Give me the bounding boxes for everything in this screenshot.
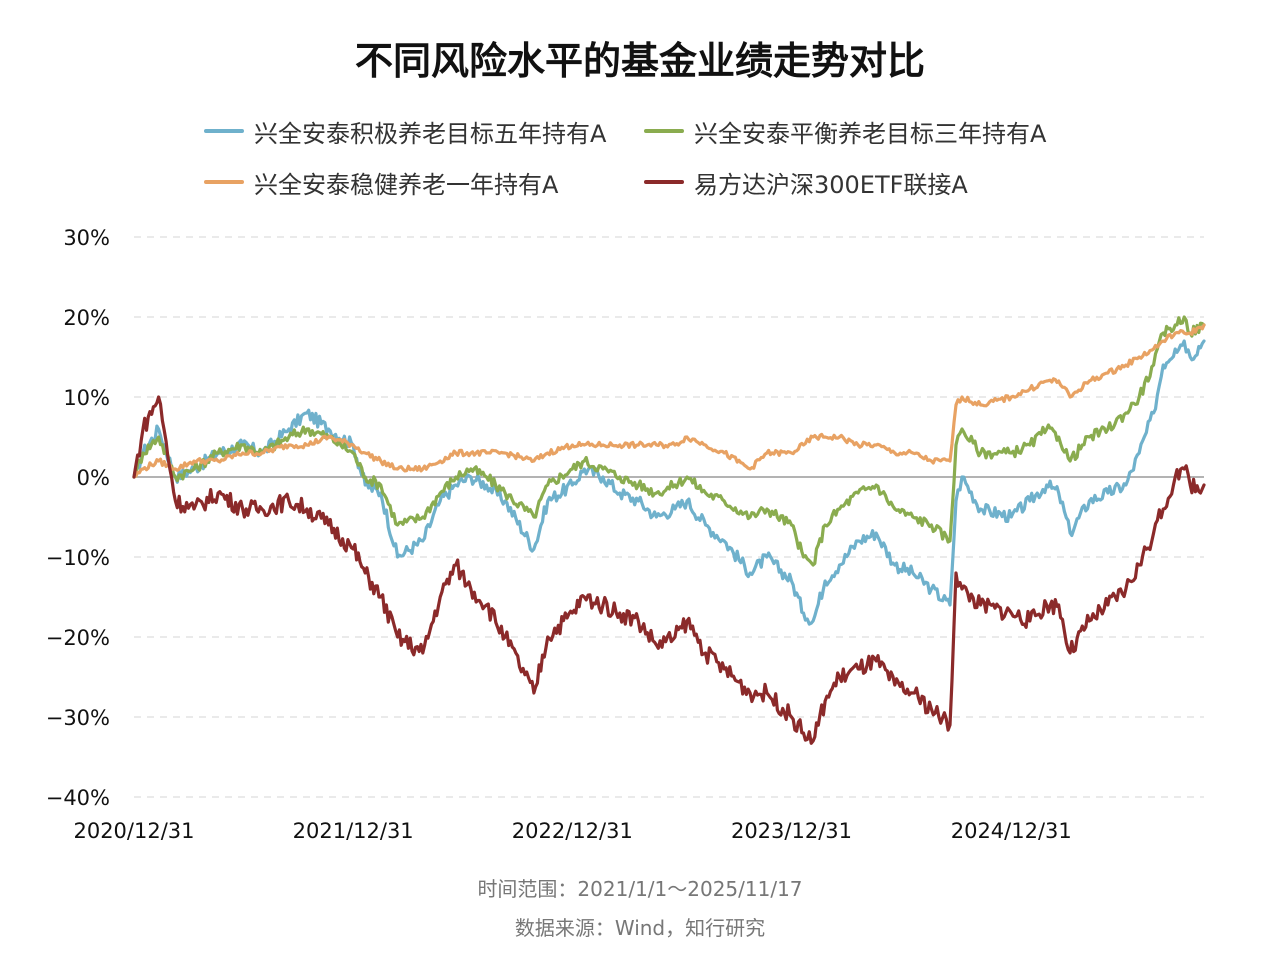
y-tick-label: −40% xyxy=(46,786,110,810)
legend-item-series-2: 兴全安泰平衡养老目标三年持有A xyxy=(644,116,1047,148)
series-line-1 xyxy=(132,339,1206,626)
legend-label-series-2: 兴全安泰平衡养老目标三年持有A xyxy=(694,119,1047,148)
legend-swatch-series-2 xyxy=(644,129,684,133)
y-tick-label: 30% xyxy=(63,226,110,250)
y-tick-label: 0% xyxy=(77,466,110,490)
legend-swatch-series-4 xyxy=(644,180,684,184)
y-tick-label: −30% xyxy=(46,706,110,730)
legend-swatch-series-3 xyxy=(204,180,244,184)
series-lines xyxy=(132,315,1206,745)
legend-label-series-1: 兴全安泰积极养老目标五年持有A xyxy=(254,119,607,148)
y-tick-label: −20% xyxy=(46,626,110,650)
series-line-4 xyxy=(132,395,1206,745)
chart-title: 不同风险水平的基金业绩走势对比 xyxy=(354,39,925,83)
series-line-3 xyxy=(132,323,1206,479)
x-tick-label: 2024/12/31 xyxy=(951,819,1072,843)
footer-time-range: 时间范围：2021/1/1～2025/11/17 xyxy=(477,877,803,901)
x-tick-label: 2022/12/31 xyxy=(512,819,633,843)
footer-data-source: 数据来源：Wind，知行研究 xyxy=(514,916,766,940)
legend-label-series-3: 兴全安泰稳健养老一年持有A xyxy=(254,170,559,199)
y-axis-tick-labels: 30% 20% 10% 0% −10% −20% −30% −40% xyxy=(46,226,110,810)
y-tick-label: −10% xyxy=(46,546,110,570)
x-tick-label: 2021/12/31 xyxy=(293,819,414,843)
legend-item-series-1: 兴全安泰积极养老目标五年持有A xyxy=(204,116,607,148)
series-line-2 xyxy=(132,315,1206,567)
y-tick-label: 10% xyxy=(63,386,110,410)
legend-label-series-4: 易方达沪深300ETF联接A xyxy=(694,170,968,199)
legend-swatch-series-1 xyxy=(204,129,244,133)
legend-item-series-4: 易方达沪深300ETF联接A xyxy=(644,167,968,199)
x-axis-tick-labels: 2020/12/31 2021/12/31 2022/12/31 2023/12/31… xyxy=(73,819,1071,843)
x-tick-label: 2020/12/31 xyxy=(73,819,194,843)
legend-item-series-3: 兴全安泰稳健养老一年持有A xyxy=(204,167,559,199)
y-tick-label: 20% xyxy=(63,306,110,330)
x-tick-label: 2023/12/31 xyxy=(731,819,852,843)
